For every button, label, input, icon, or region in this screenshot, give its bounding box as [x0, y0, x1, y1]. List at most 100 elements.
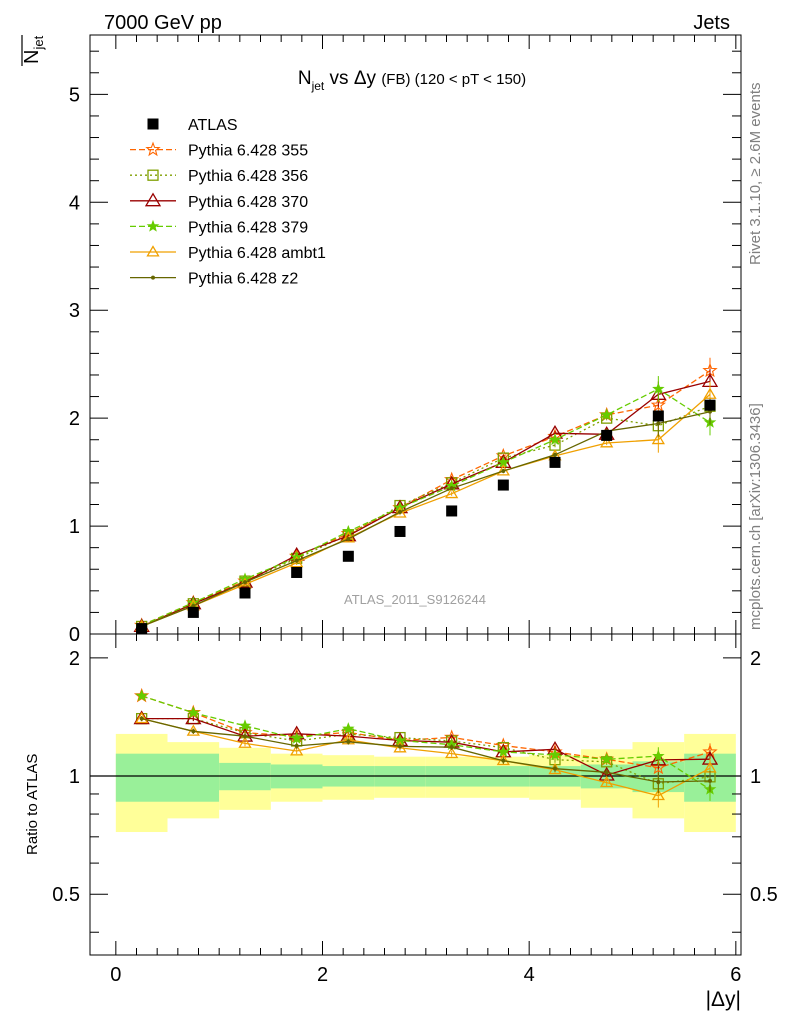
- legend-label: Pythia 6.428 356: [188, 168, 308, 185]
- ratio-point: [656, 780, 661, 785]
- series-line: [141, 695, 711, 769]
- atlas-data: [136, 399, 716, 635]
- legend-label: Pythia 6.428 379: [188, 219, 308, 236]
- series-ratio: [139, 716, 712, 793]
- ratio-tick-label-left: 1: [69, 766, 80, 788]
- legend-item: Pythia 6.428 z2: [130, 271, 298, 288]
- ratio-point: [294, 743, 299, 748]
- y-tick-label: 2: [69, 408, 80, 430]
- x-tick-label: 2: [317, 964, 328, 986]
- series-line: [141, 388, 711, 626]
- data-point: [393, 506, 407, 518]
- ratio-tick-label-left: 2: [69, 648, 80, 670]
- legend-item: Pythia 6.428 356: [130, 168, 308, 185]
- y-tick-label: 1: [69, 516, 80, 538]
- ratio-point: [290, 732, 303, 744]
- legend-item: Pythia 6.428 370: [130, 192, 308, 211]
- atlas-point: [601, 429, 613, 441]
- ratio-point: [243, 734, 247, 739]
- data-point: [600, 408, 613, 421]
- series-line: [141, 695, 711, 790]
- ratio-point: [600, 775, 614, 788]
- ratio-point: [191, 729, 196, 734]
- legend-item: Pythia 6.428 355: [130, 141, 308, 160]
- uncertainty-band-inner: [115, 753, 168, 802]
- ratio-point: [290, 744, 304, 756]
- ratio-frame: [89, 633, 742, 956]
- ratio-point: [708, 778, 712, 783]
- legend-marker: [146, 219, 160, 232]
- ratio-point: [652, 749, 665, 762]
- series-line: [141, 370, 711, 626]
- ratio-point: [600, 752, 613, 765]
- legend-item: Pythia 6.428 ambt1: [130, 245, 326, 262]
- x-axis-label: |Δy|: [706, 988, 741, 1011]
- legend-marker: [146, 245, 160, 257]
- legend-label: ATLAS: [188, 117, 238, 134]
- ratio-point: [393, 741, 407, 753]
- watermark: ATLAS_2011_S9126244: [344, 592, 486, 607]
- atlas-point: [704, 399, 716, 411]
- data-point: [553, 452, 557, 457]
- atlas-point: [187, 606, 199, 618]
- ratio-point: [346, 739, 351, 744]
- data-point: [346, 537, 351, 542]
- data-point: [294, 558, 299, 563]
- data-point: [243, 580, 247, 585]
- data-point: [449, 486, 454, 491]
- series-line: [141, 717, 711, 785]
- data-point: [651, 432, 665, 445]
- legend-marker: [145, 141, 161, 157]
- ratio-point: [501, 758, 506, 763]
- legend-item: ATLAS: [147, 117, 238, 134]
- ratio-point: [342, 722, 355, 735]
- ratio-tick-label-right: 2: [750, 648, 761, 670]
- legend-marker: [147, 169, 159, 181]
- ratio-point: [139, 716, 144, 721]
- y-tick-label: 4: [69, 192, 80, 214]
- ratio-point: [553, 766, 557, 771]
- ratio-point: [398, 744, 402, 749]
- ratio-point: [135, 689, 148, 702]
- data-point: [650, 397, 667, 412]
- x-tick-label: 0: [110, 964, 121, 986]
- ratio-point: [187, 706, 200, 718]
- chart-title: Njet vs Δy (FB) (120 < pT < 150): [298, 68, 526, 93]
- y-tick-label: 3: [69, 300, 80, 322]
- data-point: [501, 469, 506, 474]
- series-main: [133, 357, 718, 632]
- ratio-point: [238, 719, 252, 732]
- main-ylabel: Njet: [21, 35, 46, 66]
- ratio-tick-label-left: 0.5: [52, 884, 80, 906]
- ratio-point: [135, 711, 149, 724]
- ratio-panel: 0 2 4 6 0.5 0.5 1 1 2 2 Ratio to ATLAS: [24, 633, 778, 986]
- series-line: [141, 717, 711, 797]
- series-line: [141, 717, 711, 776]
- data-point: [703, 387, 717, 399]
- legend-marker: [147, 118, 159, 130]
- atlas-point: [342, 550, 354, 562]
- atlas-point: [652, 410, 664, 422]
- series-line: [141, 717, 711, 783]
- data-point: [548, 433, 562, 446]
- legend-label: Pythia 6.428 355: [188, 143, 308, 160]
- legend-label: Pythia 6.428 z2: [188, 271, 298, 288]
- data-point: [656, 421, 661, 426]
- series-line: [141, 411, 711, 628]
- legend-label: Pythia 6.428 ambt1: [188, 245, 326, 262]
- ratio-point: [604, 770, 609, 775]
- legend-item: Pythia 6.428 379: [130, 219, 308, 236]
- header-left: 7000 GeV pp: [104, 12, 222, 34]
- data-point: [445, 486, 459, 499]
- ratio-point: [445, 746, 459, 759]
- ratio-point: [650, 759, 667, 775]
- series-line: [141, 393, 711, 628]
- data-point: [398, 510, 402, 515]
- atlas-point: [497, 479, 509, 491]
- x-tick-label: 6: [730, 964, 741, 986]
- legend: ATLAS Pythia 6.428 355 Pythia 6.428 356 Pyt…: [130, 117, 326, 288]
- atlas-point: [291, 566, 303, 578]
- ratio-tick-label-right: 0.5: [750, 884, 778, 906]
- svg-text:Njet: Njet: [21, 35, 46, 64]
